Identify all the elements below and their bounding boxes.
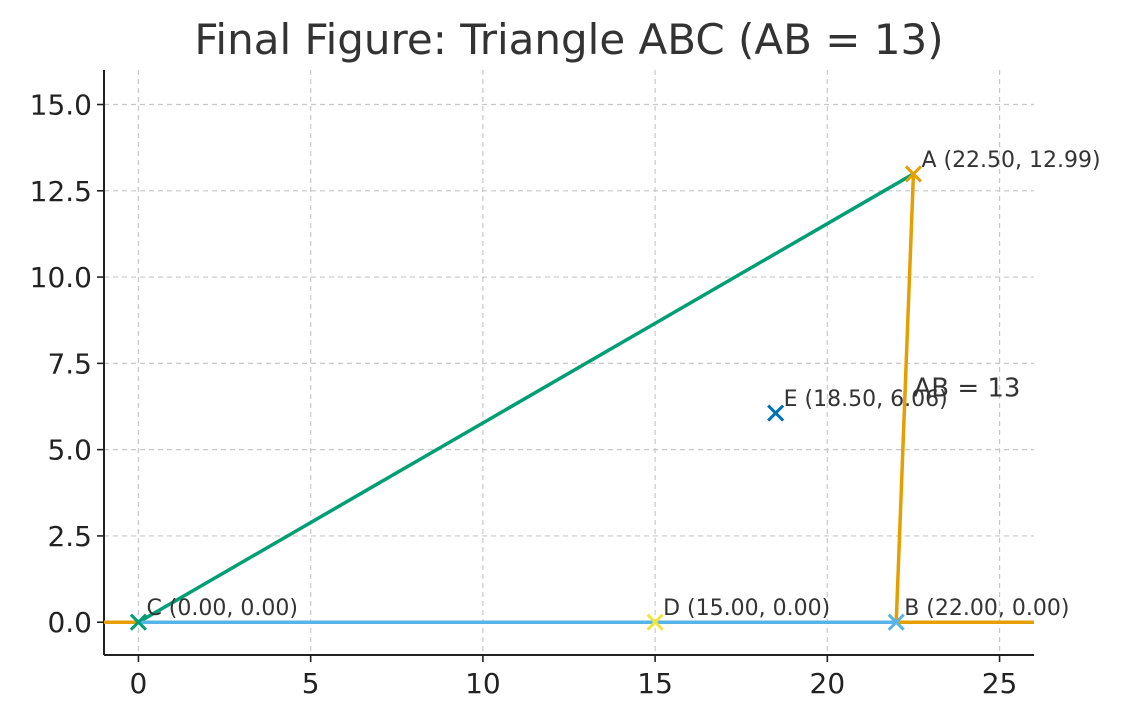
chart-title: Final Figure: Triangle ABC (AB = 13) [194, 15, 943, 64]
annotation-label: AB = 13 [913, 374, 1020, 404]
triangle-segments [104, 172, 1034, 624]
y-tick-label: 15.0 [30, 89, 92, 122]
y-tick-label: 12.5 [30, 175, 92, 208]
point-C [129, 613, 148, 631]
axes [97, 70, 1034, 662]
segment-CA [137, 172, 915, 624]
x-tick-label: 10 [465, 667, 501, 700]
y-tick-label: 10.0 [30, 261, 92, 294]
points [129, 165, 923, 631]
point-D [646, 613, 664, 631]
point-label-B: B (22.00, 0.00) [904, 596, 1069, 621]
x-tick-label: 15 [637, 667, 673, 700]
point-label-E: E (18.50, 6.06) [784, 387, 948, 412]
y-tick-label: 2.5 [47, 520, 92, 553]
tick-labels: 0 5 10 15 20 25 0.0 2.5 5.0 7.5 10.0 12.5 15.0 [30, 89, 1018, 700]
x-tick-label: 25 [982, 667, 1018, 700]
point-A [904, 165, 923, 183]
x-tick-label: 20 [810, 667, 846, 700]
segment-AB [894, 173, 916, 623]
x-tick-label: 0 [130, 667, 148, 700]
point-B [887, 613, 905, 631]
point-marker-stroke [129, 613, 148, 631]
y-tick-label: 0.0 [47, 606, 92, 639]
point-marker-stroke [767, 404, 785, 422]
point-E [767, 404, 785, 422]
point-labels: A (22.50, 12.99) B (22.00, 0.00) C (0.00, … [146, 148, 1100, 621]
annotations: AB = 13 [913, 374, 1020, 404]
grid-lines [104, 70, 1034, 655]
point-label-D: D (15.00, 0.00) [663, 596, 830, 621]
point-marker-stroke [904, 165, 923, 183]
y-tick-label: 7.5 [47, 347, 92, 380]
point-label-A: A (22.50, 12.99) [921, 148, 1100, 173]
point-label-C: C (0.00, 0.00) [146, 596, 297, 621]
point-marker-stroke [887, 613, 905, 631]
y-tick-label: 5.0 [47, 434, 92, 467]
x-tick-label: 5 [302, 667, 320, 700]
point-marker-stroke [646, 613, 664, 631]
